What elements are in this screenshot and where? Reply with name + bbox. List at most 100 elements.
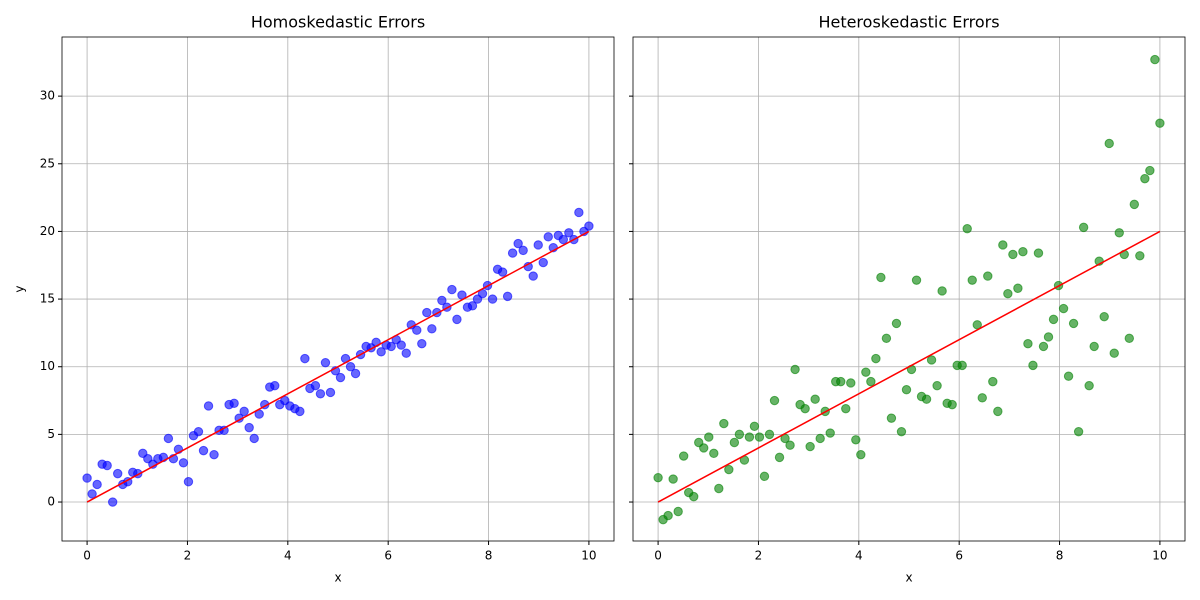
point [653,472,663,483]
point [734,429,745,440]
point [396,340,406,350]
point [1043,332,1054,342]
axes-title: Homoskedastic Errors [251,13,425,32]
point [350,368,361,379]
point [1089,341,1099,352]
point [1073,426,1084,437]
point [386,341,396,352]
point [977,393,987,403]
x-tick-label: 0 [83,549,91,563]
point [998,240,1008,250]
point [584,221,594,231]
y-tick-label: 5 [47,427,55,441]
point [558,234,569,245]
point [871,353,881,364]
point [790,364,800,375]
point [785,440,795,450]
point [178,458,189,468]
point [668,474,678,484]
point [320,357,331,368]
point [502,291,513,302]
point [1114,228,1124,238]
point [866,376,876,387]
point [861,367,871,377]
point [467,301,478,311]
x-tick-label: 10 [1152,549,1167,563]
point [412,325,422,335]
point [1033,248,1044,258]
point [1048,314,1059,325]
point [1104,138,1114,149]
point [1078,222,1089,233]
point [714,483,724,494]
point [972,320,982,330]
x-tick-label: 2 [184,549,192,563]
point [300,353,310,364]
point [427,324,437,334]
point [193,426,204,437]
point [699,443,709,453]
fit-line [86,230,590,503]
point [518,245,528,256]
point [810,394,820,404]
y-tick-label: 20 [40,224,55,238]
point [1008,249,1018,260]
point [1028,360,1038,371]
point [993,406,1003,417]
point [759,471,770,482]
point [856,449,866,460]
point [896,426,907,437]
point [901,385,912,395]
point [729,437,740,448]
x-axis-label: x [334,571,341,585]
point [538,257,548,268]
point [183,477,194,487]
point [315,389,326,399]
point [744,432,755,442]
point [921,394,932,404]
point [800,403,810,414]
point [437,295,447,306]
point [270,380,280,391]
point [689,491,699,502]
point [487,294,498,304]
point [92,479,102,490]
point [113,468,123,479]
point [209,449,219,460]
point [1124,333,1134,344]
x-tick-label: 6 [955,549,963,563]
point [749,421,760,431]
axes: 0 2 4 6 8 10 0 5 10 15 20 25 30 Homoskedastic Errors x… [13,13,615,585]
point [983,271,993,281]
point [851,435,861,445]
point [967,275,977,285]
point [497,267,508,277]
point [1099,311,1109,322]
point [988,376,998,387]
x-tick-label: 8 [1056,549,1064,563]
point [678,451,689,461]
point [1038,341,1049,352]
x-tick-label: 10 [581,549,596,563]
point [335,372,346,383]
point [841,403,851,414]
point [1013,283,1023,293]
point [891,318,902,329]
point [325,387,336,398]
point [1063,371,1074,381]
y-tick-label: 0 [47,495,55,509]
point [673,506,683,517]
point [574,207,584,218]
point [87,489,97,499]
point [239,406,249,417]
point [417,339,427,349]
point [528,271,538,281]
point [198,445,209,456]
point [345,362,356,372]
point [815,433,825,444]
point [962,224,972,234]
point [932,380,942,391]
point [704,432,714,442]
axes-frame [61,36,615,542]
point [452,314,462,325]
